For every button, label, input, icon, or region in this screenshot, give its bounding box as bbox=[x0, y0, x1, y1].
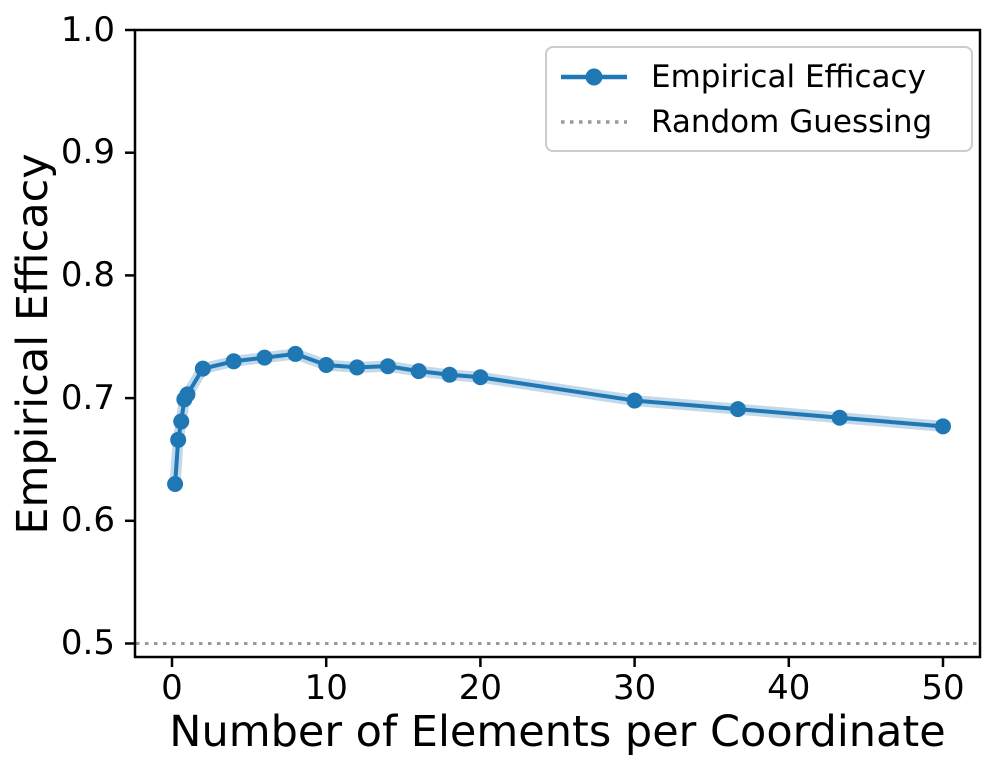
data-point bbox=[441, 366, 458, 383]
data-point bbox=[831, 409, 848, 426]
legend-line-marker-icon bbox=[561, 68, 627, 85]
x-tick-label: 10 bbox=[304, 668, 348, 708]
y-tick-label: 1.0 bbox=[60, 9, 115, 50]
data-point bbox=[194, 360, 211, 377]
y-tick-label: 0.8 bbox=[60, 254, 115, 295]
data-point bbox=[287, 345, 304, 362]
y-tick-label: 0.5 bbox=[60, 623, 115, 663]
data-point bbox=[379, 358, 396, 375]
legend: Empirical Efficacy Random Guessing bbox=[545, 46, 973, 152]
y-tick-label: 0.6 bbox=[60, 500, 115, 541]
data-point bbox=[167, 475, 184, 492]
y-tick-label: 0.7 bbox=[60, 377, 115, 418]
x-axis-label: Number of Elements per Coordinate bbox=[169, 707, 946, 757]
legend-label-empirical-efficacy: Empirical Efficacy bbox=[651, 58, 926, 95]
x-tick-label: 20 bbox=[458, 668, 503, 708]
data-point bbox=[472, 369, 489, 386]
plot-border bbox=[133, 28, 982, 659]
efficacy-confidence-band bbox=[169, 348, 949, 490]
data-point bbox=[179, 386, 196, 403]
data-point bbox=[410, 363, 427, 380]
data-point bbox=[225, 353, 242, 370]
data-point bbox=[318, 356, 335, 373]
data-point bbox=[349, 359, 366, 376]
x-tick-label: 0 bbox=[161, 668, 183, 708]
y-axis-label: Empirical Efficacy bbox=[8, 153, 58, 535]
data-point bbox=[934, 418, 951, 435]
legend-entry-random-guessing: Random Guessing bbox=[559, 99, 959, 144]
data-point bbox=[173, 413, 190, 430]
x-tick-label: 50 bbox=[921, 668, 965, 708]
x-tick-label: 40 bbox=[767, 668, 811, 708]
legend-label-random-guessing: Random Guessing bbox=[651, 103, 933, 140]
x-tick-label: 30 bbox=[612, 668, 657, 708]
y-tick-label: 0.9 bbox=[60, 132, 115, 173]
data-point bbox=[256, 349, 273, 366]
data-point bbox=[626, 392, 643, 409]
data-point bbox=[729, 401, 746, 418]
legend-entry-empirical-efficacy: Empirical Efficacy bbox=[559, 54, 959, 99]
data-point bbox=[170, 431, 187, 448]
legend-dotted-line-icon bbox=[561, 119, 627, 124]
